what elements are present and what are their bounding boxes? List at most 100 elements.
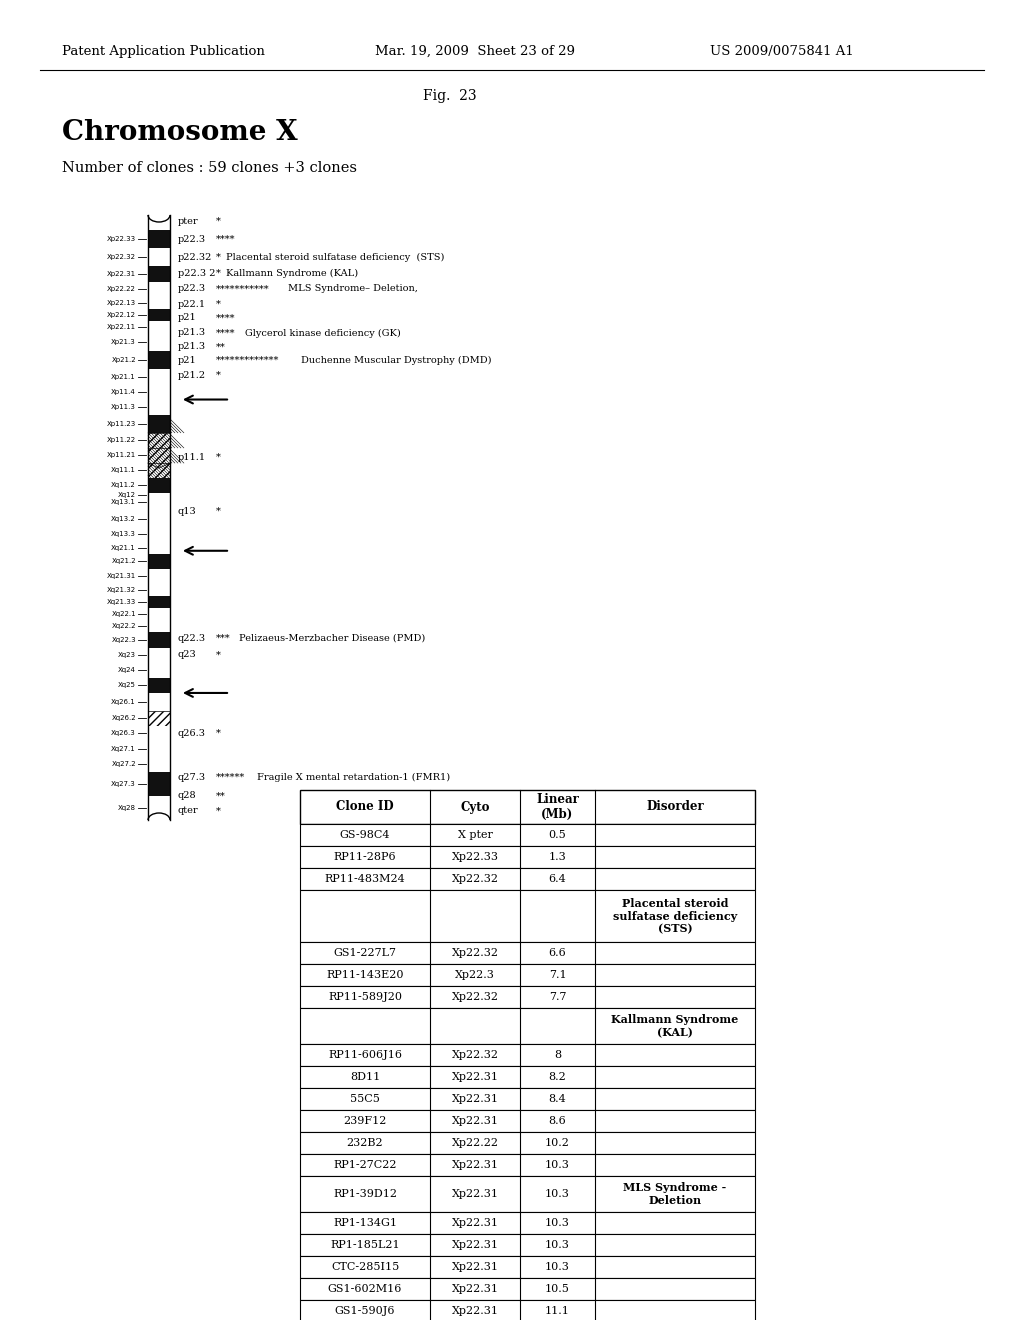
Bar [300,1176,755,1212]
Text: Xp22.31: Xp22.31 [452,1262,499,1272]
Bar [148,281,170,297]
Text: Xq26.2: Xq26.2 [112,715,136,721]
Text: RP1-27C22: RP1-27C22 [333,1160,396,1170]
Text: RP1-134G1: RP1-134G1 [333,1218,397,1228]
Text: 10.3: 10.3 [545,1218,570,1228]
Text: Patent Application Publication: Patent Application Publication [62,45,265,58]
Text: *: * [216,453,221,462]
Bar [148,632,170,648]
Bar [300,846,755,869]
Text: q13: q13 [178,507,197,516]
Text: Xq21.31: Xq21.31 [106,573,136,579]
Bar [300,1110,755,1133]
Bar [300,1257,755,1278]
Text: MLS Syndrome– Deletion,: MLS Syndrome– Deletion, [288,284,418,293]
Text: Placental steroid
sulfatase deficiency
(STS): Placental steroid sulfatase deficiency (… [613,898,737,935]
Text: Xp22.12: Xp22.12 [106,312,136,318]
Bar [148,726,170,742]
Text: Xq21.2: Xq21.2 [112,558,136,564]
Text: Xq27.1: Xq27.1 [112,746,136,751]
Text: p22.3: p22.3 [178,235,206,244]
Text: q26.3: q26.3 [178,729,206,738]
Text: RP1-185L21: RP1-185L21 [330,1239,399,1250]
Text: MLS Syndrome -
Deletion: MLS Syndrome - Deletion [624,1183,727,1206]
Text: *: * [216,300,221,309]
Bar [148,478,170,494]
Text: *************: ************* [216,355,280,364]
Bar [148,541,170,554]
Text: Xp22.31: Xp22.31 [452,1160,499,1170]
Bar [148,693,170,711]
Text: Fragile X mental retardation-1 (FMR1): Fragile X mental retardation-1 (FMR1) [257,774,451,783]
Text: RP11-483M24: RP11-483M24 [325,874,406,884]
Bar [148,414,170,433]
Text: 232B2: 232B2 [347,1138,383,1148]
Text: ***: *** [216,634,230,643]
Text: Xp22.32: Xp22.32 [452,1049,499,1060]
Text: 8.4: 8.4 [549,1094,566,1104]
Text: p21: p21 [178,355,197,364]
Text: Xq22.1: Xq22.1 [112,611,136,618]
Text: p21.3: p21.3 [178,342,206,351]
Text: 6.6: 6.6 [549,948,566,958]
Text: Linear
(Mb): Linear (Mb) [536,793,579,821]
Text: Xp22.31: Xp22.31 [452,1072,499,1082]
Bar [148,248,170,267]
Text: Xq22.3: Xq22.3 [112,636,136,643]
Bar [148,711,170,726]
Text: 55C5: 55C5 [350,1094,380,1104]
Text: Chromosome X: Chromosome X [62,119,298,147]
Text: Clone ID: Clone ID [336,800,394,813]
Text: 239F12: 239F12 [343,1115,387,1126]
Text: Xq13.1: Xq13.1 [112,499,136,506]
Bar [148,321,170,333]
Text: Xp22.31: Xp22.31 [452,1305,499,1316]
Text: 7.1: 7.1 [549,970,566,979]
Text: 8: 8 [554,1049,561,1060]
Text: Xq26.1: Xq26.1 [112,700,136,705]
Text: Placental steroid sulfatase deficiency  (STS): Placental steroid sulfatase deficiency (… [226,253,444,261]
Text: Xp21.2: Xp21.2 [112,358,136,363]
Text: Xp11.3: Xp11.3 [112,404,136,409]
Bar [148,583,170,597]
Bar [300,1154,755,1176]
Text: Xq24: Xq24 [118,667,136,673]
Text: Xq21.1: Xq21.1 [112,545,136,550]
Bar [300,1008,755,1044]
Text: Xq28: Xq28 [118,805,136,810]
Text: Xq21.33: Xq21.33 [106,599,136,605]
Text: GS1-602M16: GS1-602M16 [328,1284,402,1294]
Text: Xp22.31: Xp22.31 [452,1189,499,1199]
Text: 1.3: 1.3 [549,851,566,862]
Text: ****: **** [216,329,236,338]
Text: Glycerol kinase deficiency (GK): Glycerol kinase deficiency (GK) [245,329,400,338]
Text: Xq25: Xq25 [118,682,136,688]
Bar [148,370,170,384]
Text: Xp22.32: Xp22.32 [106,255,136,260]
Bar [148,609,170,620]
Text: Xq27.3: Xq27.3 [112,780,136,787]
Bar [148,400,170,414]
Text: Kallmann Syndrome (KAL): Kallmann Syndrome (KAL) [226,269,358,279]
Bar [148,796,170,820]
Text: Xq21.32: Xq21.32 [106,587,136,593]
Text: *: * [216,507,221,516]
Text: Xp22.33: Xp22.33 [106,236,136,242]
Text: RP11-589J20: RP11-589J20 [328,993,402,1002]
Bar [148,742,170,756]
Text: 8D11: 8D11 [350,1072,380,1082]
Text: Xq13.2: Xq13.2 [112,516,136,521]
Bar [148,230,170,248]
Text: *: * [216,253,221,261]
Text: qter: qter [178,807,199,816]
Text: pter: pter [178,216,199,226]
Text: 10.3: 10.3 [545,1262,570,1272]
Text: *: * [216,651,221,659]
Text: GS1-227L7: GS1-227L7 [334,948,396,958]
Text: 10.3: 10.3 [545,1189,570,1199]
Text: RP1-39D12: RP1-39D12 [333,1189,397,1199]
Bar [148,494,170,511]
Text: Xp22.31: Xp22.31 [452,1284,499,1294]
Bar [148,620,170,632]
Bar [148,433,170,447]
